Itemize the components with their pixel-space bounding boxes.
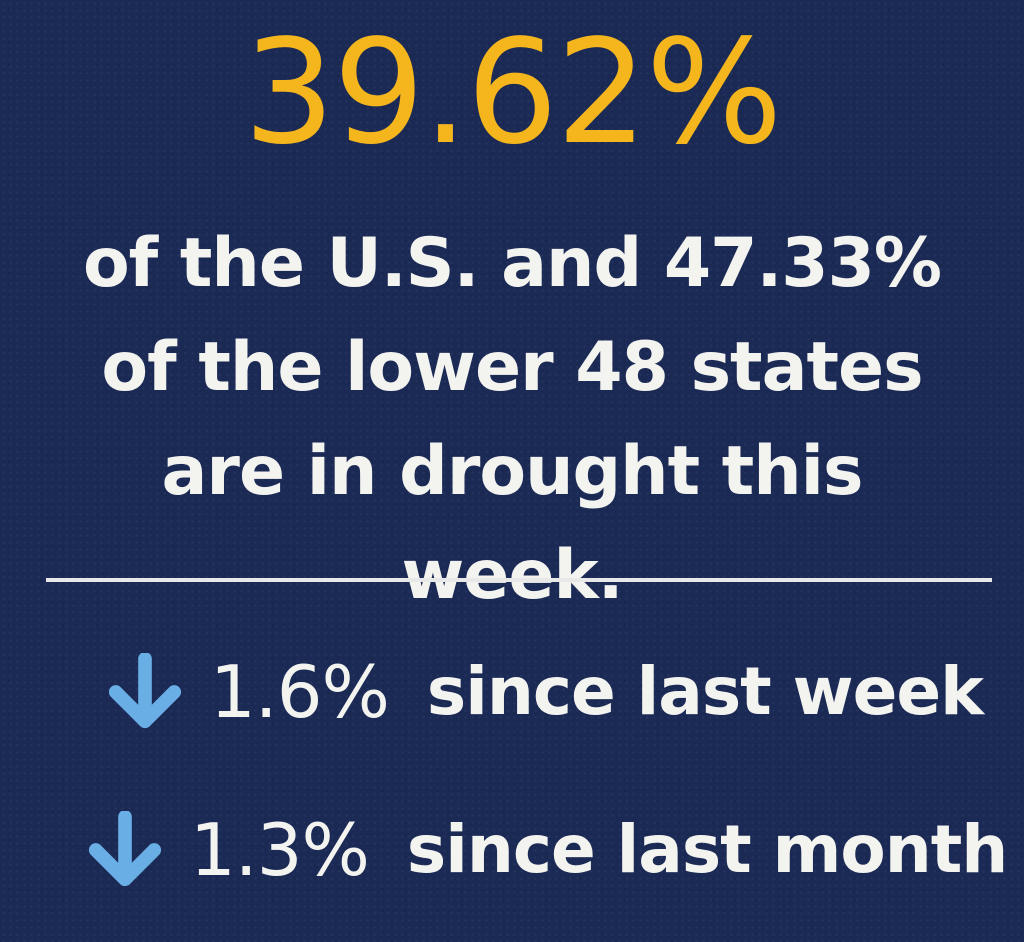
headline-percentage: 39.62%: [243, 8, 782, 176]
change-value: 1.3%: [190, 808, 370, 892]
description-text: of the U.S. and 47.33% of the lower 48 s…: [82, 224, 942, 615]
change-since-last-week: 1.6% since last week: [106, 642, 984, 742]
change-since-last-month: 1.3% since last month: [86, 800, 1008, 900]
down-arrow-icon: [108, 653, 182, 729]
change-value: 1.6%: [210, 650, 390, 734]
divider: [46, 578, 992, 582]
down-arrow-icon: [88, 811, 162, 887]
change-period: since last month: [406, 811, 1008, 888]
change-period: since last week: [426, 653, 984, 730]
